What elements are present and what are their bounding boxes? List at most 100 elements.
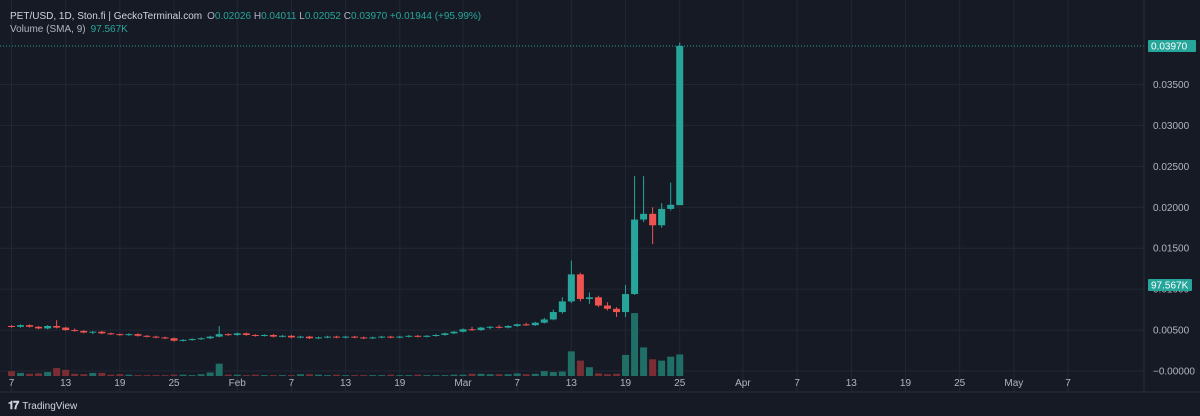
candle [296, 335, 304, 339]
candle [378, 335, 386, 339]
candle [459, 328, 467, 333]
volume-indicator-label[interactable]: Volume (SMA, 9) [10, 24, 86, 35]
time-tick-label: 7 [1065, 378, 1071, 389]
chart-legend: PET/USD, 1D, Ston.fi | GeckoTerminal.com… [10, 10, 481, 36]
candle-body [432, 334, 440, 336]
volume-bar [44, 372, 52, 376]
candle-body [522, 324, 530, 326]
candle-body [44, 325, 52, 329]
candle [549, 309, 557, 321]
candle-body [107, 333, 115, 335]
candle-body [8, 325, 15, 327]
volume-bar [477, 373, 485, 376]
candle [188, 338, 196, 341]
candle-body [152, 336, 160, 338]
volume-bar [170, 374, 178, 376]
candle [396, 335, 404, 339]
candle-body [89, 331, 97, 333]
candle-body [531, 322, 539, 326]
volume-bar [296, 374, 304, 376]
volume-bar [567, 351, 575, 376]
candle-body [251, 334, 259, 336]
candle-body [71, 330, 79, 332]
candle-body [513, 324, 521, 326]
low-label: L [299, 11, 305, 22]
candle [152, 335, 160, 339]
candle [342, 335, 350, 339]
candle-body [260, 334, 268, 336]
volume-bar [80, 374, 88, 376]
volume-bar [405, 375, 413, 376]
close-value: 0.03970 [350, 11, 388, 22]
candle-body [594, 297, 602, 306]
candle [414, 334, 422, 338]
volume-bars [8, 313, 684, 376]
candle-body [287, 335, 295, 338]
candle [676, 42, 684, 206]
candle-body [441, 333, 449, 335]
open-value: 0.02026 [214, 11, 252, 22]
volume-bar [369, 375, 377, 376]
candle [134, 333, 142, 337]
volume-bar [378, 375, 386, 376]
volume-value-badge: 97.567K [1148, 279, 1192, 292]
candle [468, 326, 476, 331]
volume-bar [441, 375, 449, 376]
symbol-title[interactable]: PET/USD, 1D, Ston.fi | GeckoTerminal.com [10, 11, 203, 22]
candle-body [269, 334, 277, 337]
volume-bar [98, 372, 106, 376]
price-tick-label: 0.01500 [1153, 244, 1190, 255]
candle [522, 322, 530, 326]
volume-bar [513, 373, 521, 376]
candle [360, 336, 368, 340]
candle [107, 332, 115, 335]
candle-body [558, 301, 566, 313]
volume-bar [188, 375, 196, 376]
candle-body [387, 336, 395, 338]
candle-body [305, 336, 313, 339]
candle [495, 325, 503, 329]
candle-body [459, 329, 467, 332]
time-tick-label: 13 [60, 378, 72, 389]
time-tick-label: 13 [566, 378, 578, 389]
volume-bar [62, 369, 70, 376]
candle [540, 317, 548, 324]
candle-body [576, 274, 584, 299]
volume-bar [233, 374, 241, 376]
candle-body [495, 326, 503, 328]
candle [125, 333, 133, 336]
candle-body [631, 219, 639, 295]
tradingview-brand[interactable]: 𝟏𝟕 TradingView [8, 400, 77, 413]
price-tick-label: 0.00500 [1153, 326, 1190, 337]
volume-bar [423, 375, 431, 376]
svg-text:0.03970: 0.03970 [1151, 42, 1188, 53]
time-tick-label: Feb [229, 378, 247, 389]
volume-bar [35, 373, 43, 376]
candle [441, 332, 449, 336]
volume-bar [387, 374, 395, 376]
volume-bar [649, 359, 657, 376]
candle-body [405, 335, 413, 337]
candle-body [613, 308, 621, 313]
candle [179, 339, 187, 342]
volume-bar [315, 374, 323, 376]
volume-bar [269, 375, 277, 376]
candle-body [649, 213, 657, 226]
candle [8, 325, 15, 328]
candle-body [170, 338, 178, 341]
volume-bar [107, 374, 115, 376]
candle-body [35, 326, 43, 329]
candle [215, 325, 223, 338]
volume-bar [53, 368, 61, 376]
price-tick-label: 0.03000 [1153, 121, 1190, 132]
volume-bar [342, 375, 350, 376]
volume-bar [459, 374, 467, 376]
candle [649, 207, 657, 245]
candle-body [53, 325, 61, 328]
volume-bar [396, 375, 404, 376]
volume-bar [333, 374, 341, 376]
candle [351, 335, 359, 339]
volume-bar [8, 371, 15, 376]
high-value: 0.04011 [261, 11, 297, 22]
